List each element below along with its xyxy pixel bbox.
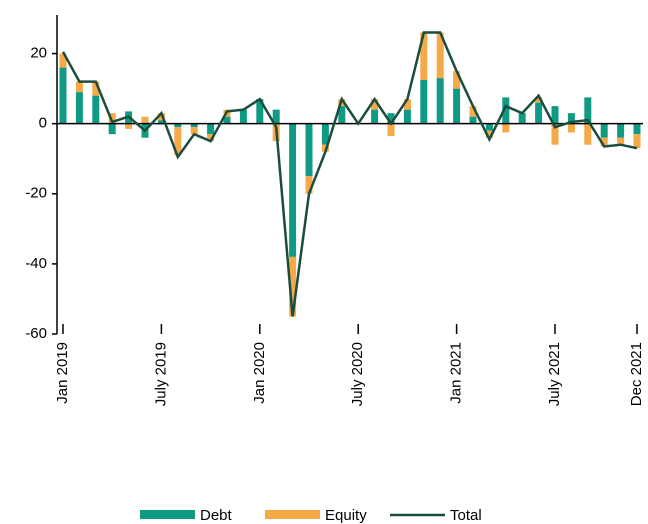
y-tick-label: -20: [25, 185, 47, 202]
bar-debt: [321, 123, 329, 145]
bar-debt: [535, 102, 543, 124]
bar-debt: [223, 116, 231, 124]
legend-label: Debt: [200, 507, 233, 524]
bar-debt: [207, 123, 215, 135]
y-tick-label: -60: [25, 325, 47, 342]
bar-debt: [174, 123, 182, 128]
bar-equity: [584, 123, 592, 145]
bar-debt: [387, 113, 395, 124]
legend-label: Equity: [325, 507, 367, 524]
bar-equity: [125, 123, 133, 129]
bar-debt: [190, 123, 198, 128]
bar-equity: [207, 134, 215, 142]
legend-swatch: [265, 510, 320, 519]
bar-debt: [633, 123, 641, 135]
bar-debt: [59, 67, 67, 124]
x-tick-label: Dec 2021: [628, 342, 645, 406]
line-total: [61, 31, 638, 317]
bar-equity: [174, 127, 182, 156]
bar-equity: [403, 99, 411, 110]
bar-equity: [420, 32, 428, 80]
bar-debt: [371, 109, 379, 124]
x-tick-label: July 2021: [546, 342, 563, 406]
bar-debt: [157, 120, 165, 124]
bar-debt: [272, 109, 280, 124]
bar-equity: [387, 123, 395, 136]
y-tick-label: 20: [30, 45, 47, 62]
bar-equity: [59, 53, 67, 68]
bar-debt: [469, 116, 477, 124]
bar-debt: [436, 78, 444, 124]
bar-debt: [567, 113, 575, 124]
bar-equity: [371, 99, 379, 110]
bar-equity: [190, 127, 198, 135]
bar-equity: [141, 116, 149, 124]
bar-debt: [289, 123, 297, 257]
x-tick-label: Jan 2020: [251, 342, 268, 404]
x-tick-label: July 2019: [152, 342, 169, 406]
bar-equity: [502, 123, 510, 133]
bar-debt: [403, 109, 411, 124]
bar-equity: [289, 256, 297, 317]
bar-debt: [92, 95, 100, 124]
bar-equity: [469, 106, 477, 117]
bar-debt: [518, 113, 526, 124]
bar-debt: [502, 97, 510, 124]
bar-equity: [436, 32, 444, 79]
bar-equity: [600, 137, 608, 147]
bar-equity: [108, 113, 116, 124]
bar-debt: [600, 123, 608, 138]
bar-equity: [535, 97, 543, 103]
bar-debt: [338, 106, 346, 124]
bar-equity: [633, 134, 641, 149]
bar-equity: [567, 123, 575, 133]
bar-debt: [108, 123, 116, 135]
x-tick-label: Jan 2019: [54, 342, 71, 404]
x-tick-label: Jan 2021: [448, 342, 465, 404]
bar-equity: [485, 130, 493, 138]
bar-debt: [305, 123, 313, 177]
bar-equity: [75, 81, 83, 93]
legend-swatch: [140, 510, 195, 519]
bar-equity: [551, 123, 559, 145]
bar-debt: [551, 106, 559, 124]
bar-debt: [584, 97, 592, 124]
bar-debt: [75, 92, 83, 124]
x-tick-label: July 2020: [349, 342, 366, 406]
y-tick-label: 0: [39, 115, 47, 132]
bar-equity: [305, 176, 313, 194]
bar-debt: [617, 123, 625, 138]
bar-debt: [239, 109, 247, 124]
bar-debt: [256, 99, 264, 124]
bar-equity: [617, 137, 625, 145]
bar-debt: [420, 79, 428, 124]
legend-label: Total: [450, 507, 482, 524]
bar-equity: [453, 71, 461, 89]
y-tick-label: -40: [25, 255, 47, 272]
bar-debt: [485, 123, 493, 131]
bar-debt: [453, 88, 461, 124]
bar-equity: [92, 81, 100, 96]
